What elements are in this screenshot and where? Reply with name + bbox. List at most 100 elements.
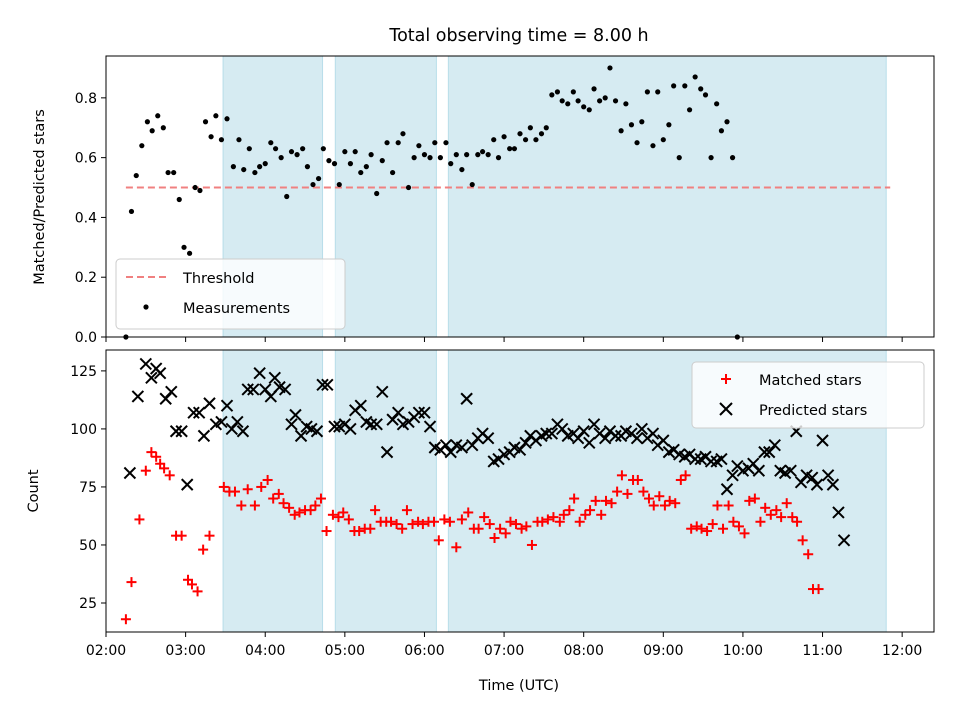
matched-star-point <box>612 486 623 497</box>
predicted-star-point <box>289 408 302 422</box>
matched-star-point <box>268 493 279 504</box>
measurement-point <box>538 131 545 137</box>
predicted-star-point <box>123 466 137 480</box>
x-tick-label: 11:00 <box>802 643 842 659</box>
measurement-point <box>686 107 693 113</box>
measurement-point <box>411 155 417 161</box>
measurement-point <box>181 244 187 250</box>
predicted-star-point <box>285 418 298 431</box>
matched-star-point <box>813 584 824 595</box>
measurement-point <box>543 125 549 131</box>
measurement-point <box>533 137 539 143</box>
predicted-star-point <box>247 383 260 396</box>
measurement-point <box>294 152 300 158</box>
measurement-point <box>390 169 396 176</box>
matched-star-point <box>643 493 654 504</box>
measurement-point <box>358 169 364 176</box>
predicted-star-point <box>768 438 781 452</box>
measurement-point <box>459 166 465 173</box>
matched-star-point <box>479 512 490 523</box>
matched-star-point <box>338 507 349 518</box>
predicted-star-point <box>609 429 622 443</box>
measurement-point <box>336 181 342 188</box>
chart-title: Total observing time = 8.00 h <box>388 26 648 46</box>
measurement-point <box>218 137 225 143</box>
predicted-star-point <box>598 431 612 445</box>
matched-star-point <box>262 474 273 485</box>
predicted-star-point <box>376 385 389 398</box>
matched-star-point <box>776 512 787 523</box>
bottom-axes-frame <box>105 349 935 633</box>
predicted-star-point <box>423 420 437 433</box>
matched-star-point <box>164 470 175 481</box>
matched-star-point <box>691 521 702 532</box>
matched-star-point <box>712 500 723 511</box>
predicted-star-point <box>328 420 341 433</box>
matched-star-point <box>256 481 267 492</box>
matched-star-point <box>343 514 354 525</box>
matched-star-point <box>151 451 162 462</box>
predicted-star-point <box>169 425 183 438</box>
x-tick-label: 04:00 <box>245 643 285 659</box>
x-tick-label: 10:00 <box>723 643 763 659</box>
matched-star-point <box>765 509 776 520</box>
predicted-star-point <box>545 427 559 440</box>
matched-star-point <box>548 512 559 523</box>
predicted-star-point <box>577 425 590 438</box>
predicted-star-point <box>165 385 178 398</box>
measurement-point <box>252 169 258 176</box>
predicted-star-point <box>630 431 644 445</box>
measurement-point <box>698 86 704 92</box>
measurement-point <box>262 161 268 167</box>
matched-star-point <box>526 539 537 550</box>
bottom-panel: 25 50 75 100 125 02:00 03:00 04:00 05:00 06:00 07… <box>26 349 935 694</box>
matched-star-point <box>401 505 412 516</box>
measurement-point <box>507 146 513 152</box>
top-legend: Threshold Measurements <box>115 258 346 330</box>
predicted-star-point <box>268 371 281 385</box>
measurement-point <box>165 169 171 176</box>
measurement-point <box>395 140 401 146</box>
matched-star-point <box>760 502 771 513</box>
bottom-y-ticks: 25 50 75 100 125 <box>70 364 106 612</box>
measurement-point <box>144 119 150 125</box>
predicted-star-point <box>635 422 649 436</box>
measurement-point <box>384 140 390 146</box>
matched-star-point <box>134 514 145 525</box>
predicted-star-point <box>784 464 797 477</box>
measurement-point <box>213 113 219 119</box>
matched-star-point <box>495 523 506 534</box>
measurement-point <box>644 89 650 95</box>
measurement-point <box>586 107 592 113</box>
matched-star-point <box>273 488 284 499</box>
measurement-point <box>320 146 326 152</box>
measurement-point <box>607 65 613 71</box>
top-y-axis-label: Matched/Predicted stars <box>32 109 48 285</box>
predicted-star-point <box>657 434 670 447</box>
matched-star-point <box>670 498 681 509</box>
matched-star-point <box>616 470 627 481</box>
measurement-point <box>554 89 561 95</box>
predicted-star-point <box>832 506 845 519</box>
matched-stars-points <box>120 447 824 625</box>
predicted-star-point <box>805 471 819 484</box>
matched-star-point <box>417 519 428 530</box>
measurement-point <box>729 155 736 161</box>
measurement-point <box>186 250 193 256</box>
predicted-star-point <box>704 455 718 468</box>
matched-star-point <box>537 516 548 527</box>
matched-star-point <box>120 614 131 625</box>
y-tick-label: 0.0 <box>75 330 97 346</box>
predicted-star-point <box>220 399 234 412</box>
matched-star-point <box>192 586 203 597</box>
measurement-point <box>623 101 629 107</box>
matched-star-point <box>249 500 260 511</box>
top-axes-frame <box>105 55 935 338</box>
observing-interval-1 <box>334 55 437 338</box>
predicted-star-point <box>816 434 829 447</box>
y-tick-label: 25 <box>79 596 97 612</box>
predicted-stars-points <box>123 357 851 547</box>
matched-star-point <box>333 512 344 523</box>
top-x-ticks <box>105 337 903 342</box>
measurement-point <box>139 143 145 149</box>
